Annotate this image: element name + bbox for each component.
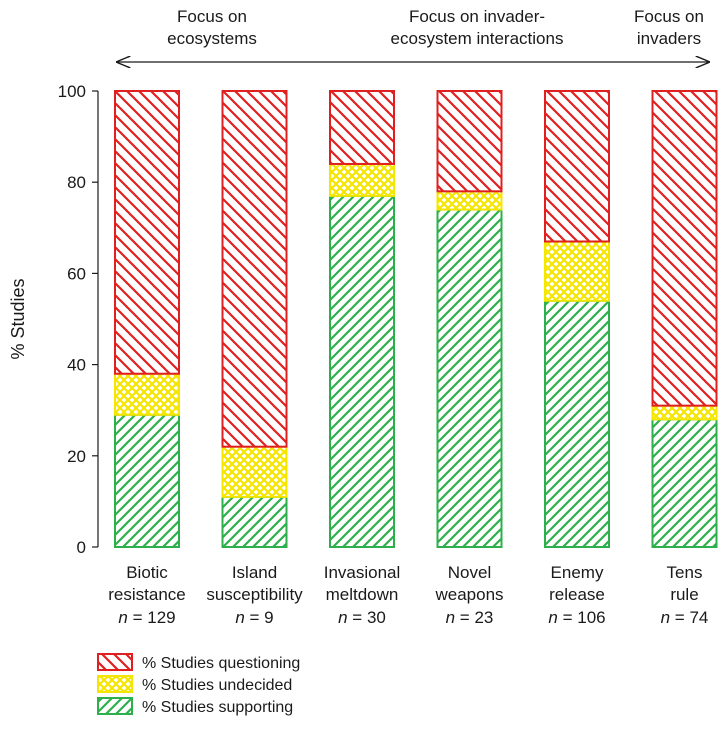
bars [114,90,718,549]
legend: % Studies questioning % Studies undecided… [97,653,300,716]
legend-swatch-diag-right [97,653,133,671]
bar-segment-cross [221,445,288,498]
category-sample-size: n = 23 [446,608,494,627]
focus-invaders-line2: invaders [637,29,701,48]
y-tick-label: 80 [67,173,86,192]
category-sample-size: n = 129 [118,608,175,627]
legend-label: % Studies questioning [142,655,300,672]
bar-segment-diag-left [544,299,610,549]
bar-segment-cross [651,404,718,421]
bar-segment-diag-left [329,194,395,548]
category-label-line2: rule [670,585,698,604]
bar-segment-cross [544,240,610,302]
bar-segment-diag-right [221,90,288,448]
category-labels: Biotic resistance n = 129 Island susceptibil… [108,563,708,627]
sample-size-n: n [338,608,347,627]
bar-segment-cross [329,162,395,197]
category-label-line2: meltdown [326,585,399,604]
sample-size-n: n [661,608,670,627]
category-label-line1: Enemy [551,563,604,582]
bar-segment-diag-right [544,90,610,243]
sample-size-value: = 74 [670,608,708,627]
sample-size-value: = 9 [245,608,274,627]
category-label-line1: Invasional [324,563,401,582]
focus-ecosystems-line1: Focus on [177,7,247,26]
legend-swatch-diag-left [97,697,133,715]
bar-segment-diag-left [651,418,718,549]
y-tick-label: 100 [58,82,86,101]
legend-label: % Studies undecided [142,677,292,694]
y-tick-label: 40 [67,356,86,375]
bar-segment-diag-right [436,90,503,193]
bar-segment-cross [114,372,180,416]
focus-ecosystems-line2: ecosystems [167,29,257,48]
category-label-line2: susceptibility [206,585,303,604]
sample-size-value: = 106 [558,608,606,627]
category-label-line1: Biotic [126,563,168,582]
category-sample-size: n = 9 [235,608,273,627]
category-label-line1: Novel [448,563,491,582]
sample-size-n: n [235,608,244,627]
sample-size-n: n [446,608,455,627]
category-sample-size: n = 74 [661,608,709,627]
focus-invaders-line1: Focus on [634,7,704,26]
category-label-line2: release [549,585,605,604]
focus-interactions-line2: ecosystem interactions [391,29,564,48]
bar-segment-diag-right [329,90,395,165]
bar-segment-diag-left [114,413,180,549]
bar-segment-diag-left [221,495,288,548]
focus-interactions-line1: Focus on invader- [409,7,545,26]
legend-label: % Studies supporting [142,699,293,716]
category-sample-size: n = 30 [338,608,386,627]
sample-size-value: = 129 [128,608,176,627]
bar-segment-cross [436,190,503,211]
bar-segment-diag-left [436,208,503,548]
category-label-line1: Island [232,563,277,582]
sample-size-value: = 30 [348,608,386,627]
legend-swatch-cross [97,675,133,693]
bar-segment-diag-right [651,90,718,407]
y-tick-label: 60 [67,264,86,283]
y-axis: 0 20 40 60 80 100 [58,82,99,557]
category-label-line2: weapons [434,585,503,604]
bar-segment-diag-right [114,90,180,375]
sample-size-n: n [548,608,557,627]
y-tick-label: 0 [77,538,86,557]
category-sample-size: n = 106 [548,608,605,627]
sample-size-value: = 23 [455,608,493,627]
y-tick-label: 20 [67,447,86,466]
category-label-line1: Tens [667,563,703,582]
category-label-line2: resistance [108,585,185,604]
sample-size-n: n [118,608,127,627]
y-axis-label: % Studies [8,278,28,359]
focus-annotations: Focus on ecosystems Focus on invader- ec… [116,7,710,62]
